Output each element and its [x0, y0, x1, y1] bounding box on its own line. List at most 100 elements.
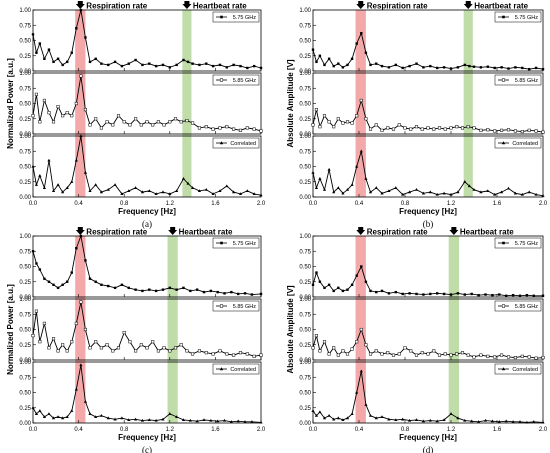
data-point	[154, 192, 158, 196]
data-point	[375, 62, 378, 65]
x-tick-label: 1.6	[493, 427, 502, 433]
data-point	[147, 189, 151, 192]
legend-marker-icon	[219, 78, 224, 82]
x-tick-label: 0.8	[120, 427, 129, 433]
data-point	[195, 288, 199, 291]
data-point	[463, 63, 466, 67]
data-point	[318, 280, 322, 283]
data-point	[498, 293, 501, 296]
data-point	[518, 294, 522, 297]
data-point	[507, 67, 510, 70]
data-point	[442, 191, 446, 195]
data-point	[141, 289, 144, 293]
data-point	[211, 127, 215, 131]
data-point	[209, 418, 213, 422]
respiration-annotation: Respiration rate	[367, 228, 428, 237]
data-point	[156, 120, 160, 124]
x-tick-label: 1.2	[166, 427, 175, 433]
data-point	[35, 51, 38, 54]
data-point	[100, 62, 103, 65]
data-point	[442, 292, 446, 296]
data-point	[311, 283, 315, 286]
data-point	[74, 321, 78, 325]
data-point	[202, 290, 206, 294]
data-point	[147, 418, 151, 422]
data-point	[181, 177, 186, 180]
data-point	[408, 64, 411, 68]
y-tick-label: 0.75	[299, 312, 311, 318]
data-point	[429, 292, 432, 296]
data-point	[479, 66, 483, 69]
data-point	[364, 280, 368, 283]
data-point	[350, 412, 354, 415]
data-point	[311, 409, 315, 412]
data-point	[403, 346, 407, 350]
data-point	[541, 356, 545, 360]
y-tick-label: 1.00	[299, 360, 311, 366]
data-point	[401, 66, 404, 70]
data-point	[84, 36, 87, 39]
data-point	[318, 410, 322, 414]
data-point	[259, 66, 263, 70]
data-point	[322, 114, 327, 118]
data-point	[116, 114, 121, 118]
legend-box	[212, 137, 260, 149]
legend-marker-icon	[501, 78, 506, 82]
data-point	[161, 288, 165, 291]
data-point	[134, 58, 137, 62]
y-tick-label: 0.50	[299, 265, 311, 271]
data-point	[127, 418, 131, 422]
data-point	[99, 126, 103, 130]
y-axis-label: Normalized Power [a.u.]	[6, 284, 15, 375]
data-point	[139, 123, 143, 127]
data-point	[162, 346, 166, 350]
data-point	[391, 127, 396, 131]
data-point	[449, 412, 453, 415]
data-point	[31, 406, 35, 409]
data-point	[479, 353, 483, 357]
series-line	[32, 135, 262, 196]
data-point	[327, 413, 331, 417]
data-point	[336, 117, 340, 121]
x-tick-label: 1.2	[447, 201, 456, 207]
data-point	[437, 126, 442, 130]
y-tick-label: 0.75	[299, 375, 311, 381]
data-point	[197, 349, 201, 353]
data-point	[318, 177, 322, 180]
y-tick-label: 0.75	[19, 149, 31, 155]
data-point	[323, 63, 326, 67]
x-tick-label: 0.0	[309, 427, 318, 433]
y-tick-label: 0.75	[19, 23, 31, 29]
data-point	[47, 346, 51, 350]
data-point	[414, 353, 419, 357]
x-tick-label: 0.8	[401, 427, 410, 433]
data-point	[185, 349, 189, 353]
data-point	[243, 292, 247, 295]
data-point	[252, 192, 256, 196]
heartbeat-annotation: Heartbeat rate	[179, 228, 233, 237]
data-point	[477, 293, 480, 297]
data-point	[65, 415, 69, 418]
data-point	[216, 419, 220, 423]
legend-box	[494, 74, 542, 86]
y-tick-label: 0.25	[19, 180, 31, 186]
data-point	[236, 419, 240, 423]
data-point	[506, 355, 511, 359]
y-tick-label: 0.00	[19, 358, 31, 364]
data-point	[527, 128, 531, 132]
data-point	[185, 119, 189, 123]
y-tick-label: 0.75	[19, 249, 31, 255]
data-point	[442, 418, 446, 422]
data-point	[127, 286, 130, 290]
data-point	[100, 283, 103, 286]
data-point	[186, 60, 190, 64]
chart-panel-c: Respiration rate Heartbeat rate 0.00 0.25 0.…	[6, 227, 266, 453]
data-point	[493, 66, 496, 70]
data-point	[47, 280, 51, 283]
data-point	[332, 417, 336, 421]
respiration-annotation: Respiration rate	[86, 228, 147, 237]
data-point	[391, 353, 396, 357]
data-point	[350, 121, 354, 125]
data-point	[414, 125, 419, 129]
y-tick-label: 1.00	[19, 8, 31, 14]
